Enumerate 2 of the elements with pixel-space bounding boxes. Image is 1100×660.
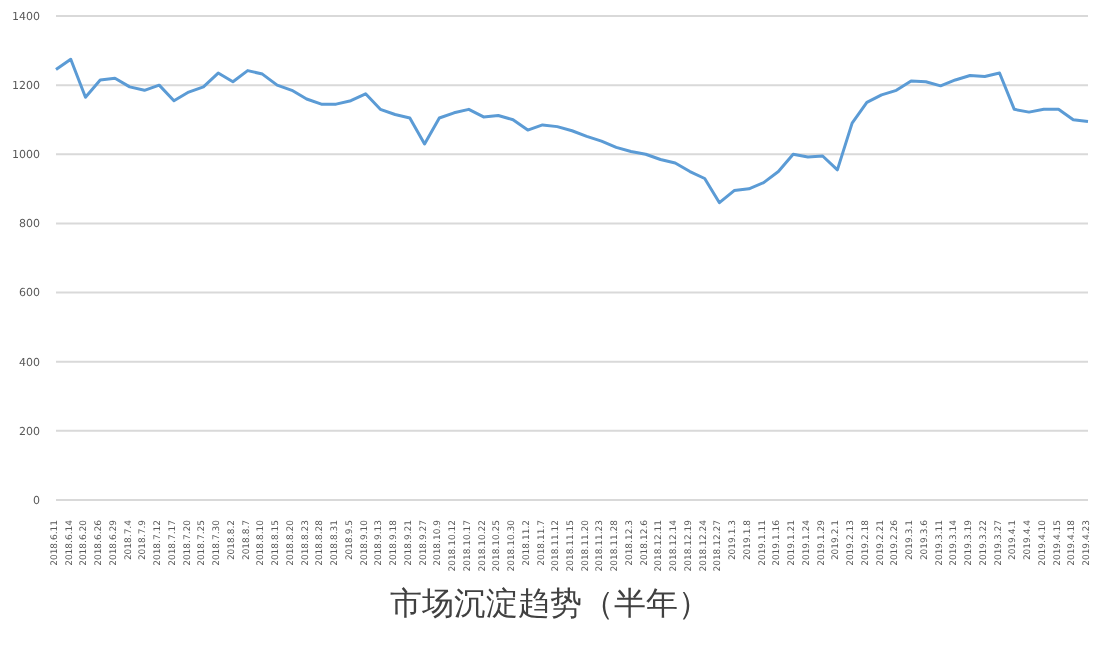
line-series — [54, 57, 1090, 205]
text: 市场沉淀趋势（半年） — [388, 584, 712, 626]
